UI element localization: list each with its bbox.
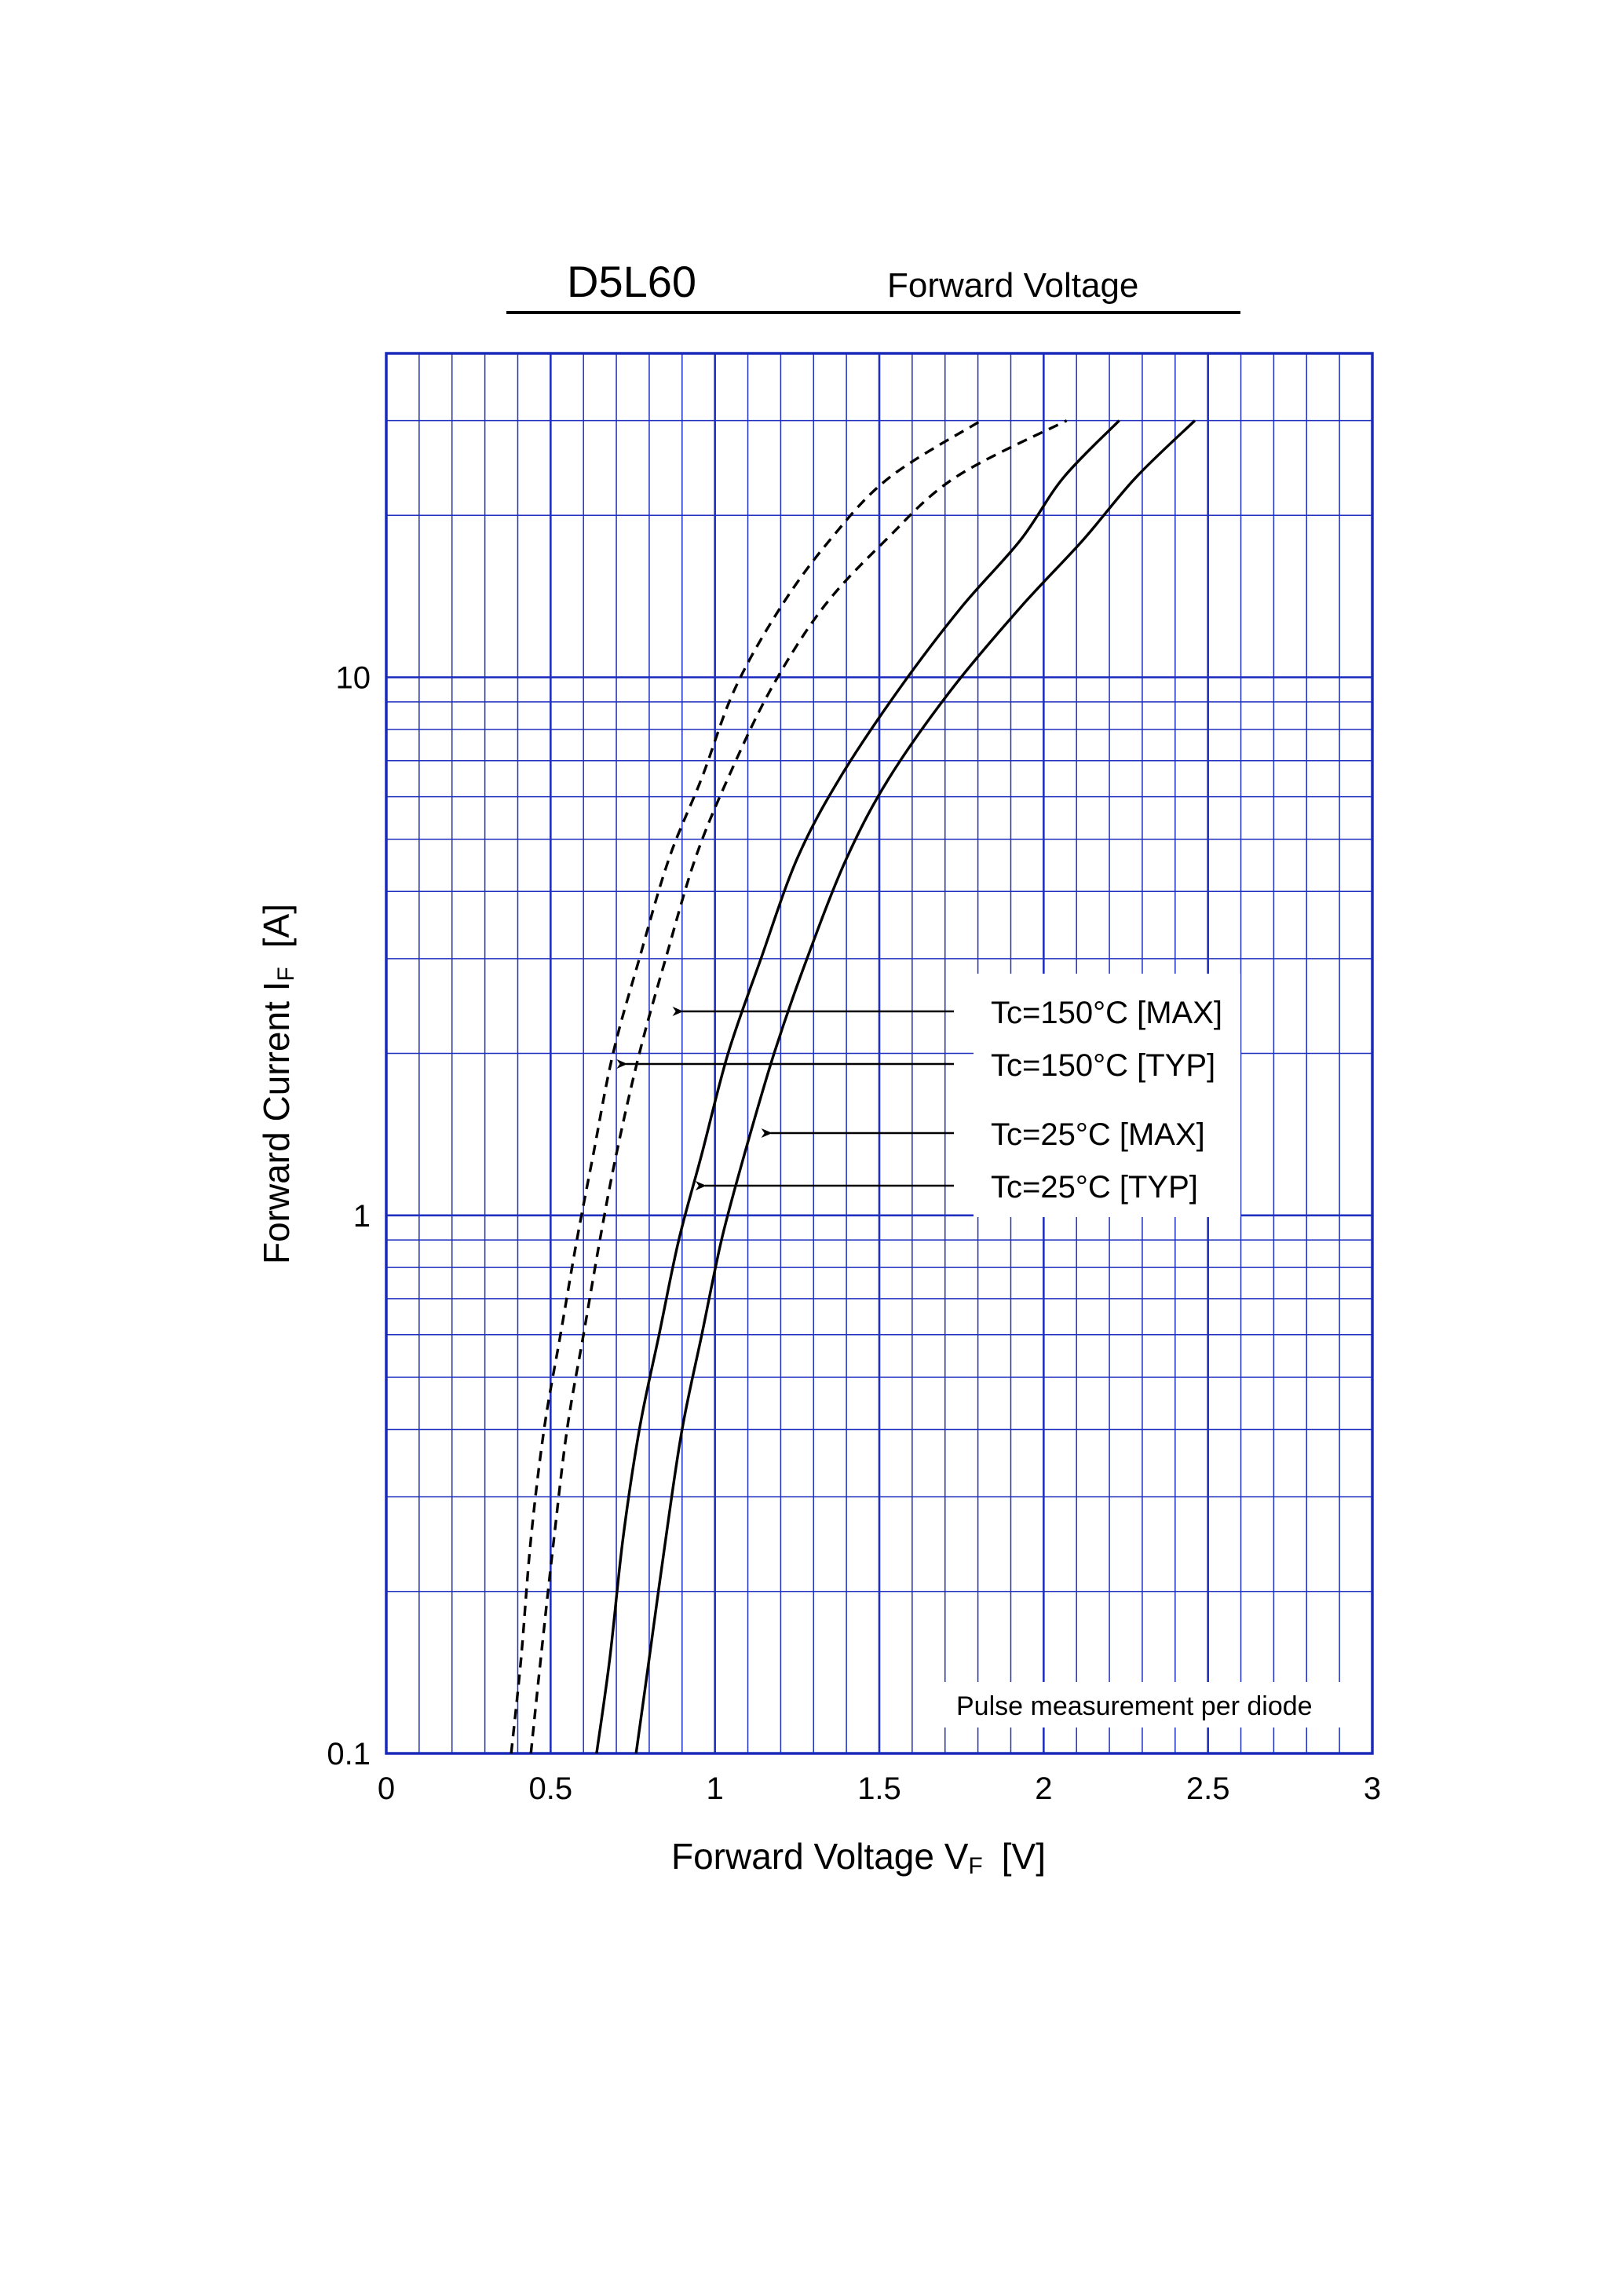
series-line-1 <box>510 419 982 1754</box>
x-axis-label-main: Forward Voltage V <box>671 1836 969 1877</box>
note-box <box>944 1682 1344 1727</box>
plot-frame <box>385 352 1374 1755</box>
y-axis-label-unit: [A] <box>256 904 297 948</box>
x-tick-label: 1.5 <box>857 1771 901 1806</box>
part-number-title: D5L60 <box>567 257 696 306</box>
x-tick-label: 2.5 <box>1186 1771 1230 1806</box>
y-tick-label: 1 <box>353 1199 371 1234</box>
x-tick-labels: 0 0.5 1 1.5 2 2.5 3 <box>378 1771 1381 1806</box>
series-line-3 <box>595 419 1120 1754</box>
annotation-label: Tc=25°C [TYP] <box>991 1170 1198 1205</box>
x-tick-label: 2 <box>1035 1771 1052 1806</box>
legend-box <box>974 974 1240 1217</box>
x-axis-label: Forward Voltage VF [V] <box>671 1836 1046 1879</box>
y-tick-labels: 0.1 1 10 <box>327 661 371 1771</box>
x-tick-label: 0.5 <box>529 1771 573 1806</box>
series-layer <box>510 419 1196 1754</box>
x-tick-label: 3 <box>1364 1771 1381 1806</box>
annotation-label: Tc=25°C [MAX] <box>991 1117 1205 1152</box>
series-line-2 <box>634 419 1196 1754</box>
y-axis-label-main: Forward Current I <box>256 982 297 1264</box>
x-tick-label: 0 <box>378 1771 395 1806</box>
y-axis-label-sub: F <box>273 967 299 981</box>
annotation-layer: Tc=150°C [MAX] Tc=150°C [TYP] Tc=25°C [MAX… <box>616 996 1222 1205</box>
annotation-label: Tc=150°C [MAX] <box>991 996 1222 1030</box>
annotation-label: Tc=150°C [TYP] <box>991 1048 1215 1083</box>
x-axis-label-unit: [V] <box>1002 1836 1046 1877</box>
y-tick-label: 0.1 <box>327 1737 371 1771</box>
x-tick-label: 1 <box>707 1771 724 1806</box>
series-line-0 <box>529 419 1068 1754</box>
chart-name-title: Forward Voltage <box>887 266 1138 305</box>
pulse-note: Pulse measurement per diode <box>956 1691 1313 1721</box>
y-tick-label: 10 <box>336 661 371 696</box>
x-axis-label-sub: F <box>968 1853 982 1879</box>
y-axis-label: Forward Current IF [A] <box>256 904 299 1264</box>
